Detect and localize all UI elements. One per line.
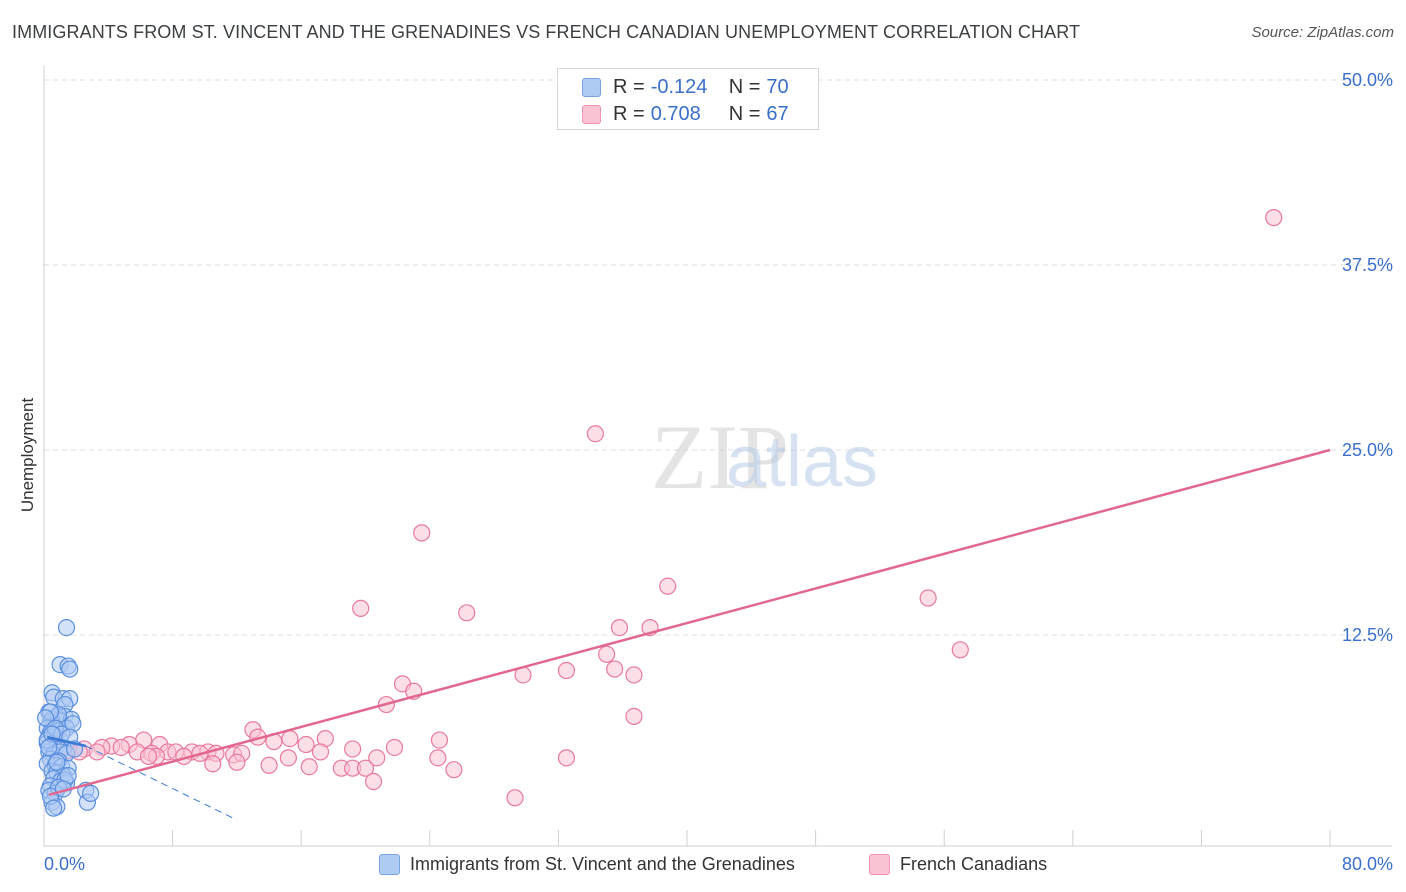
- r-label: R =: [613, 75, 645, 98]
- data-point-immigrants: [57, 618, 76, 637]
- trend-line-french-canadians: [48, 448, 1331, 797]
- data-point-french-canadians: [598, 645, 616, 663]
- n-value: 67: [766, 102, 789, 125]
- data-point-immigrants: [48, 753, 66, 771]
- legend-swatch-pink: [869, 853, 890, 875]
- data-point-french-canadians: [557, 749, 576, 767]
- data-point-french-canadians: [1265, 209, 1283, 227]
- data-point-french-canadians: [659, 577, 677, 595]
- r-value: 0.708: [650, 102, 701, 125]
- y-axis-label: Unemployment: [18, 397, 37, 513]
- legend-swatch-blue: [379, 853, 400, 875]
- data-point-immigrants: [40, 738, 58, 757]
- trend-line-immigrants: [85, 745, 238, 821]
- data-point-french-canadians: [557, 661, 576, 680]
- data-point-french-canadians: [279, 749, 297, 767]
- x-tick-label-min: 0.0%: [44, 854, 85, 874]
- data-point-immigrants: [82, 784, 100, 802]
- data-point-french-canadians: [606, 660, 624, 678]
- data-point-french-canadians: [610, 618, 629, 637]
- y-tick-label: 50.0%: [1342, 70, 1393, 90]
- series-immigrants-st-vincent: [37, 618, 100, 817]
- data-point-french-canadians: [364, 772, 383, 791]
- trend-line-immigrants: [46, 735, 87, 748]
- legend-row-pink: R = 0.708 N = 67: [582, 101, 789, 127]
- grid-lines: [44, 79, 1392, 636]
- r-label: R =: [613, 102, 645, 125]
- legend-label-french-canadians: French Canadians: [900, 853, 1048, 874]
- data-point-immigrants: [45, 799, 63, 817]
- data-point-french-canadians: [625, 707, 643, 726]
- data-point-french-canadians: [458, 604, 476, 622]
- watermark-zip: ZIP: [651, 406, 789, 508]
- data-point-french-canadians: [586, 425, 604, 443]
- data-point-french-canadians: [368, 749, 386, 767]
- data-point-french-canadians: [429, 749, 447, 767]
- legend-item-immigrants: Immigrants from St. Vincent and the Gren…: [379, 852, 795, 876]
- data-point-french-canadians: [344, 740, 362, 758]
- y-tick-label: 37.5%: [1342, 255, 1393, 275]
- data-point-french-canadians: [297, 735, 315, 754]
- data-point-french-canadians: [311, 743, 330, 761]
- data-point-french-canadians: [352, 599, 370, 617]
- legend-swatch-pink: [582, 104, 601, 124]
- data-point-french-canadians: [260, 756, 278, 774]
- data-point-french-canadians: [413, 524, 431, 542]
- y-tick-label: 12.5%: [1342, 625, 1393, 645]
- data-point-immigrants: [61, 660, 79, 678]
- legend-label-immigrants: Immigrants from St. Vincent and the Gren…: [410, 853, 795, 874]
- source-credit: Source: ZipAtlas.com: [1251, 24, 1394, 41]
- n-label: N =: [728, 75, 761, 98]
- data-point-french-canadians: [300, 758, 318, 776]
- legend-swatch-blue: [582, 77, 601, 97]
- y-tick-labels: 12.5% 25.0% 37.5% 50.0%: [1342, 70, 1393, 645]
- x-tick-label-max: 80.0%: [1342, 854, 1393, 874]
- legend-item-french-canadians: French Canadians: [869, 852, 1047, 876]
- data-point-french-canadians: [951, 641, 969, 659]
- n-value: 70: [766, 75, 789, 98]
- y-tick-label: 25.0%: [1342, 440, 1393, 460]
- data-point-french-canadians: [385, 738, 404, 757]
- legend-row-blue: R = -0.124 N = 70: [582, 74, 789, 100]
- r-value: -0.124: [650, 75, 708, 98]
- chart-title: IMMIGRANTS FROM ST. VINCENT AND THE GREN…: [12, 22, 1081, 42]
- data-point-french-canadians: [281, 729, 299, 748]
- data-point-french-canadians: [356, 759, 375, 777]
- data-point-french-canadians: [430, 731, 449, 749]
- correlation-legend: R = -0.124 N = 70 R = 0.708 N = 67: [557, 68, 819, 130]
- trend-lines: [46, 448, 1331, 821]
- data-point-french-canadians: [228, 753, 246, 771]
- watermark-atlas: atlas: [726, 422, 878, 502]
- data-point-french-canadians: [112, 738, 130, 757]
- data-point-french-canadians: [919, 589, 937, 607]
- data-point-french-canadians: [204, 755, 222, 773]
- data-point-french-canadians: [139, 747, 158, 765]
- data-point-french-canadians: [506, 789, 524, 807]
- data-point-french-canadians: [625, 666, 643, 684]
- n-label: N =: [728, 102, 761, 125]
- data-point-french-canadians: [445, 761, 463, 779]
